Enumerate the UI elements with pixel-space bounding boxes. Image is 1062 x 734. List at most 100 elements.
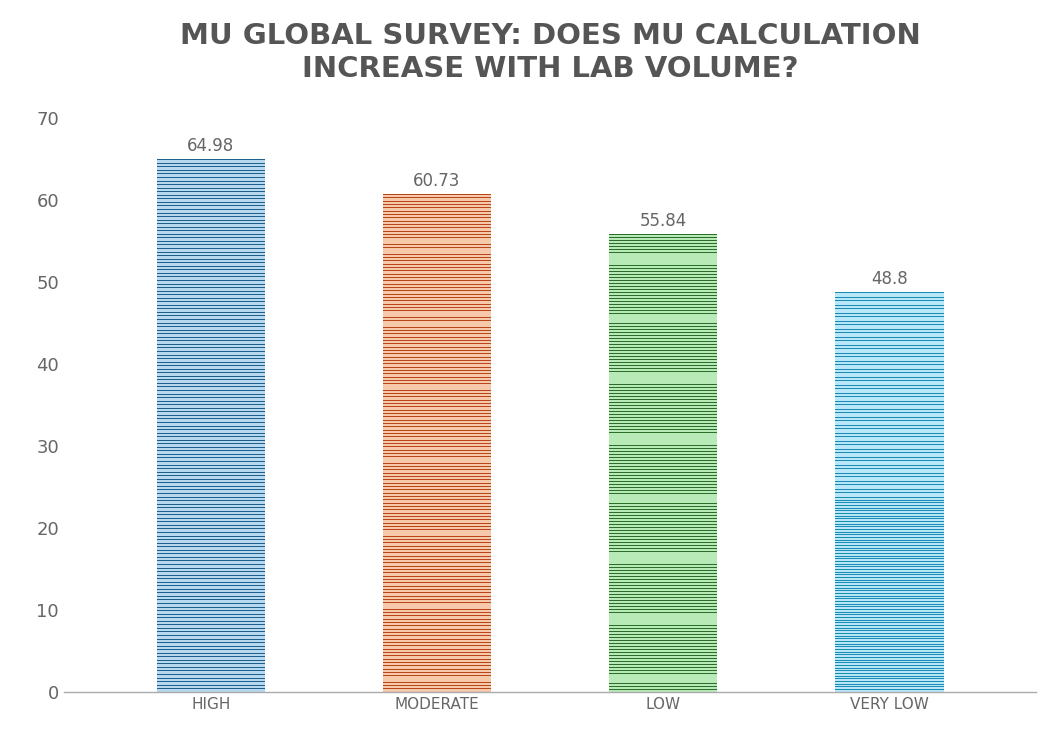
Bar bbox=[156, 260, 266, 262]
Bar bbox=[156, 352, 266, 355]
Bar bbox=[382, 549, 492, 550]
Bar bbox=[609, 363, 718, 366]
Bar bbox=[609, 664, 718, 665]
Bar bbox=[609, 501, 718, 503]
Bar bbox=[609, 647, 718, 649]
Bar bbox=[382, 360, 492, 361]
Bar bbox=[835, 516, 944, 517]
Bar bbox=[156, 409, 266, 411]
Bar bbox=[835, 620, 944, 622]
Bar bbox=[609, 234, 718, 235]
Bar bbox=[835, 341, 944, 343]
Bar bbox=[156, 653, 266, 654]
Bar bbox=[835, 441, 944, 442]
Bar bbox=[609, 240, 718, 241]
Bar bbox=[382, 211, 492, 214]
Bar bbox=[609, 384, 718, 385]
Bar bbox=[382, 543, 492, 546]
Bar bbox=[609, 321, 718, 323]
Bar bbox=[382, 393, 492, 394]
Bar bbox=[382, 234, 492, 235]
Bar bbox=[156, 679, 266, 681]
Bar bbox=[156, 498, 266, 500]
Bar bbox=[382, 582, 492, 584]
Bar bbox=[382, 459, 492, 460]
Bar bbox=[382, 225, 492, 228]
Bar bbox=[156, 287, 266, 288]
Bar bbox=[835, 470, 944, 471]
Bar bbox=[382, 676, 492, 678]
Bar bbox=[835, 381, 944, 382]
Bar bbox=[382, 606, 492, 608]
Bar bbox=[835, 354, 944, 356]
Bar bbox=[382, 413, 492, 414]
Bar bbox=[156, 411, 266, 413]
Bar bbox=[156, 320, 266, 322]
Bar bbox=[382, 626, 492, 629]
Bar bbox=[609, 293, 718, 295]
Bar bbox=[835, 503, 944, 504]
Bar bbox=[382, 514, 492, 516]
Bar bbox=[156, 540, 266, 542]
Bar bbox=[835, 394, 944, 396]
Bar bbox=[156, 654, 266, 656]
Bar bbox=[382, 656, 492, 658]
Bar bbox=[835, 548, 944, 550]
Bar bbox=[835, 539, 944, 540]
Bar bbox=[609, 372, 718, 374]
Bar bbox=[835, 542, 944, 543]
Bar bbox=[382, 547, 492, 549]
Bar bbox=[609, 503, 718, 504]
Bar bbox=[156, 388, 266, 390]
Bar bbox=[609, 292, 718, 293]
Bar bbox=[835, 655, 944, 657]
Bar bbox=[382, 655, 492, 656]
Bar bbox=[835, 370, 944, 372]
Bar bbox=[382, 264, 492, 265]
Bar bbox=[609, 357, 718, 359]
Bar bbox=[835, 428, 944, 429]
Bar bbox=[382, 503, 492, 504]
Bar bbox=[835, 457, 944, 458]
Bar bbox=[382, 477, 492, 479]
Bar bbox=[609, 317, 718, 319]
Bar bbox=[835, 596, 944, 597]
Bar bbox=[382, 501, 492, 503]
Bar bbox=[609, 435, 718, 437]
Bar bbox=[609, 594, 718, 595]
Bar bbox=[156, 163, 266, 164]
Bar bbox=[835, 490, 944, 492]
Bar bbox=[609, 476, 718, 479]
Bar bbox=[156, 383, 266, 384]
Bar bbox=[382, 418, 492, 420]
Bar bbox=[835, 612, 944, 613]
Bar bbox=[382, 542, 492, 543]
Bar bbox=[609, 551, 718, 552]
Bar bbox=[609, 295, 718, 296]
Bar bbox=[835, 367, 944, 369]
Bar bbox=[609, 451, 718, 454]
Bar bbox=[382, 520, 492, 523]
Bar bbox=[609, 412, 718, 414]
Bar bbox=[609, 680, 718, 683]
Bar bbox=[609, 319, 718, 321]
Bar bbox=[609, 324, 718, 326]
Bar bbox=[609, 330, 718, 332]
Bar bbox=[609, 466, 718, 467]
Bar bbox=[382, 665, 492, 666]
Bar bbox=[382, 673, 492, 675]
Bar bbox=[609, 519, 718, 521]
Bar bbox=[609, 269, 718, 271]
Bar bbox=[609, 475, 718, 476]
Bar bbox=[156, 305, 266, 306]
Bar bbox=[382, 394, 492, 396]
Bar bbox=[835, 314, 944, 316]
Bar bbox=[609, 400, 718, 402]
Bar bbox=[156, 479, 266, 480]
Bar bbox=[835, 329, 944, 330]
Bar bbox=[156, 430, 266, 432]
Bar bbox=[382, 650, 492, 652]
Bar bbox=[609, 359, 718, 360]
Bar bbox=[835, 562, 944, 564]
Bar bbox=[609, 316, 718, 317]
